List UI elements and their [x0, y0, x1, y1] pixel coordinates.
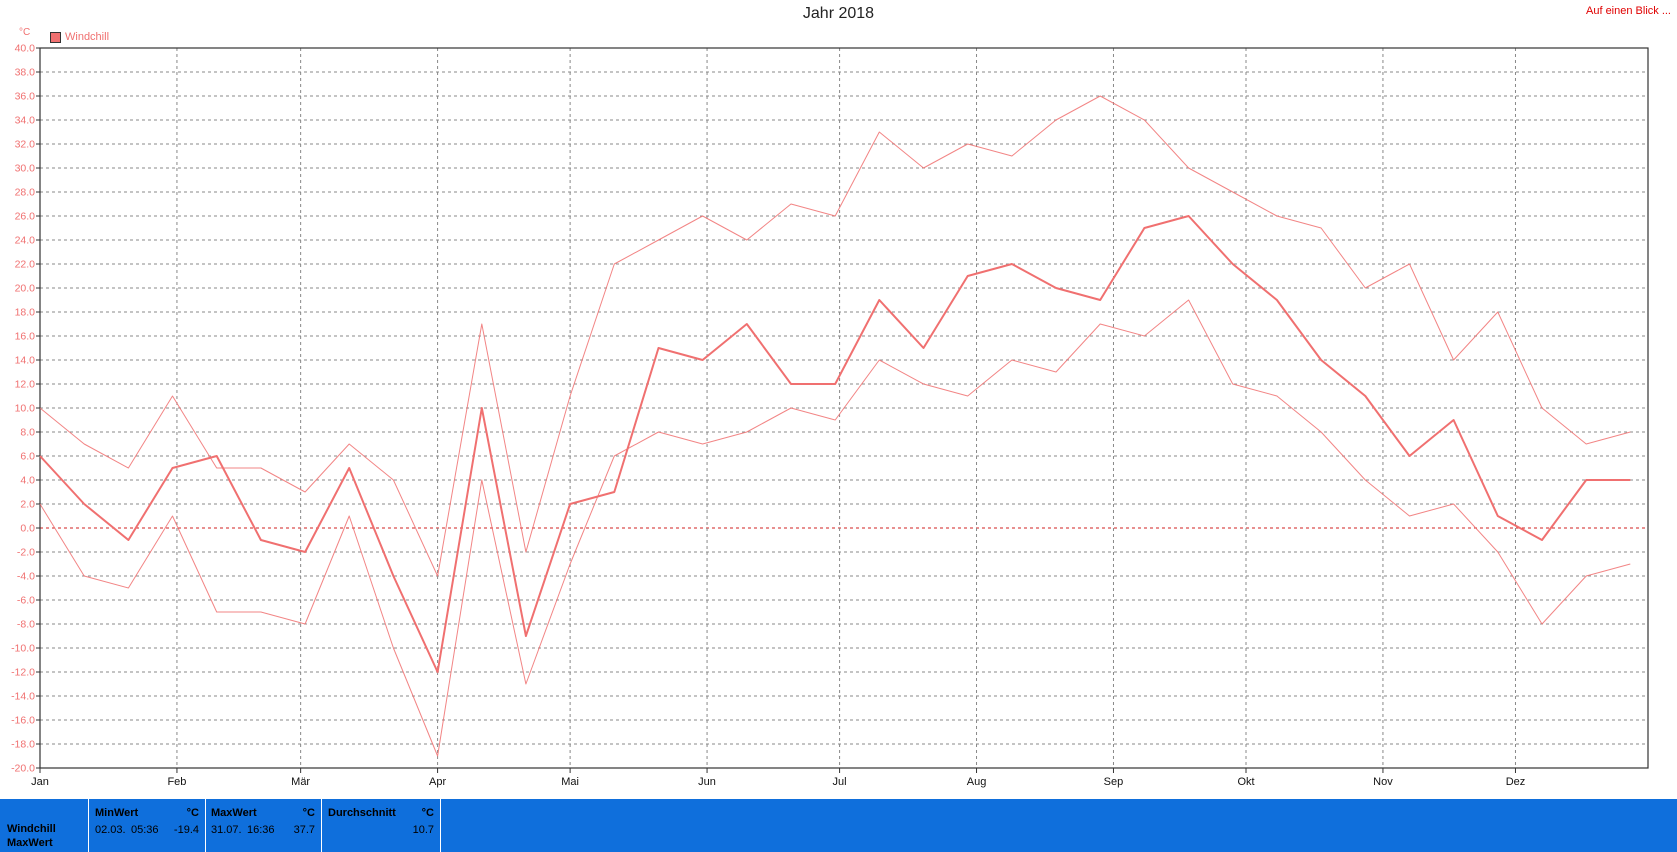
y-tick-label: 10.0 — [15, 403, 36, 415]
y-tick-label: 8.0 — [20, 427, 35, 439]
y-tick-label: -20.0 — [11, 763, 35, 775]
legend-swatch — [50, 31, 61, 43]
y-tick-label: 12.0 — [15, 379, 36, 391]
maxwert-cell: MaxWert °C 31.07. 16:36 37.7 — [205, 799, 322, 852]
y-tick-label: -10.0 — [11, 643, 35, 655]
y-tick-label: -4.0 — [17, 571, 35, 583]
y-tick-label: 18.0 — [15, 307, 36, 319]
y-tick-label: 28.0 — [15, 187, 36, 199]
y-tick-label: 22.0 — [15, 259, 36, 271]
y-tick-label: 4.0 — [20, 475, 35, 487]
y-tick-label: 40.0 — [15, 43, 36, 55]
y-tick-label: 2.0 — [20, 499, 35, 511]
chart-title: Jahr 2018 — [802, 5, 875, 22]
series-line-max — [39, 95, 1631, 577]
y-tick-label: 20.0 — [15, 283, 36, 295]
y-tick-label: 14.0 — [15, 355, 36, 367]
y-tick-label: 0.0 — [20, 523, 35, 535]
minwert-header: MinWert — [95, 807, 139, 819]
minwert-date: 02.03. — [95, 824, 126, 836]
maxwert-header: MaxWert — [211, 807, 257, 819]
month-label-okt: Okt — [1237, 776, 1254, 788]
row-label-windchill: Windchill — [7, 823, 56, 835]
y-tick-label: -18.0 — [11, 739, 35, 751]
legend: Windchill — [50, 31, 109, 43]
y-tick-label: 26.0 — [15, 211, 36, 223]
series-line-mean — [39, 215, 1631, 673]
month-label-mär: Mär — [291, 776, 310, 788]
y-tick-label: 34.0 — [15, 115, 36, 127]
y-tick-label: -14.0 — [11, 691, 35, 703]
month-label-jun: Jun — [698, 776, 716, 788]
durchschnitt-cell: Durchschnitt °C 10.7 — [322, 799, 441, 852]
y-tick-label: -6.0 — [17, 595, 35, 607]
durchschnitt-header: Durchschnitt — [328, 807, 396, 819]
durchschnitt-unit: °C — [421, 807, 434, 819]
minwert-value: -19.4 — [173, 824, 199, 836]
legend-label: Windchill — [65, 31, 110, 43]
month-label-jul: Jul — [833, 776, 847, 788]
minwert-unit: °C — [186, 807, 199, 819]
y-tick-label: -12.0 — [11, 667, 35, 679]
maxwert-value: 37.7 — [293, 824, 315, 836]
month-label-feb: Feb — [167, 776, 186, 788]
maxwert-unit: °C — [302, 807, 315, 819]
grid — [40, 48, 1648, 768]
row-label-maxwert: MaxWert — [7, 837, 53, 849]
tick-labels: 40.0 38.0 36.0 34.0 32.0 30.0 28.0 26.0 24.0 22.0… — [11, 43, 1525, 789]
y-tick-label: 32.0 — [15, 139, 36, 151]
series-line-min — [39, 299, 1631, 757]
month-label-apr: Apr — [429, 776, 446, 788]
y-tick-label: 36.0 — [15, 91, 36, 103]
at-a-glance-link[interactable]: Auf einen Blick ... — [1586, 5, 1671, 17]
maxwert-time: 16:36 — [247, 824, 275, 836]
series-lines — [39, 95, 1631, 757]
y-axis-unit: °C — [19, 27, 31, 38]
y-tick-label: 30.0 — [15, 163, 36, 175]
month-label-aug: Aug — [967, 776, 987, 788]
month-label-jan: Jan — [31, 776, 49, 788]
month-label-mai: Mai — [561, 776, 579, 788]
y-tick-label: 24.0 — [15, 235, 36, 247]
y-tick-label: -2.0 — [17, 547, 35, 559]
maxwert-date: 31.07. — [211, 824, 242, 836]
month-label-nov: Nov — [1373, 776, 1393, 788]
y-tick-label: 16.0 — [15, 331, 36, 343]
month-label-sep: Sep — [1104, 776, 1124, 788]
y-tick-label: -16.0 — [11, 715, 35, 727]
durchschnitt-value: 10.7 — [412, 824, 434, 836]
y-tick-label: 38.0 — [15, 67, 36, 79]
minwert-time: 05:36 — [131, 824, 159, 836]
y-tick-label: -8.0 — [17, 619, 35, 631]
chart-canvas: 40.0 38.0 36.0 34.0 32.0 30.0 28.0 26.0 24.0 22.0… — [11, 43, 1649, 789]
summary-panel: Windchill MaxWert MinWert °C 02.03. 05:3… — [0, 799, 1677, 852]
minwert-cell: MinWert °C 02.03. 05:36 -19.4 — [88, 799, 206, 852]
y-tick-label: 6.0 — [20, 451, 35, 463]
month-label-dez: Dez — [1506, 776, 1526, 788]
